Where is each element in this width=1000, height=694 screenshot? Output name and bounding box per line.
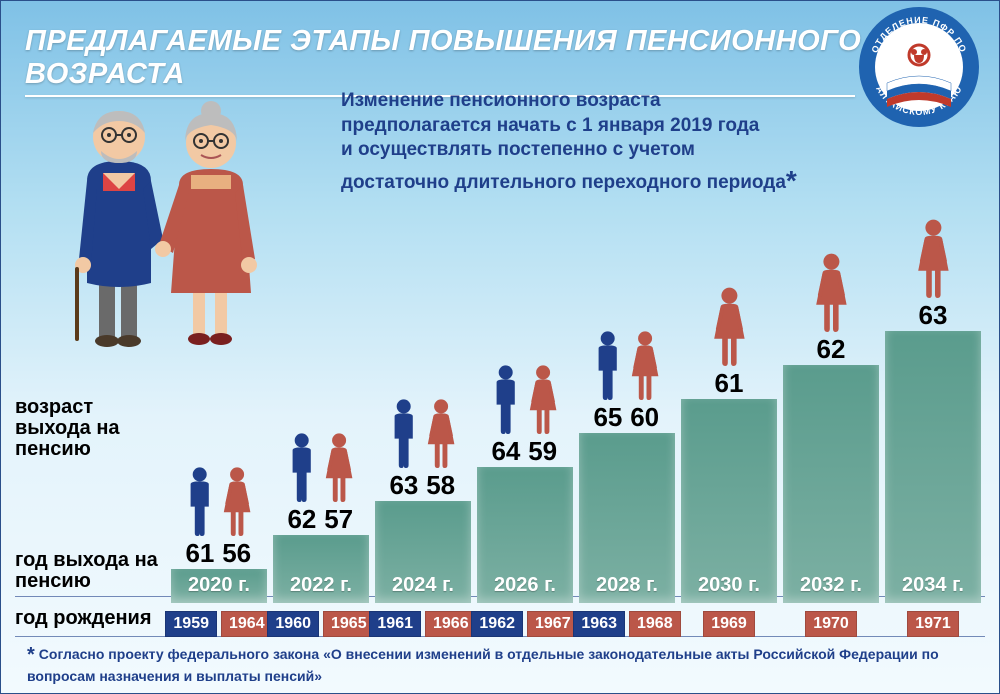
chart-column: 62 572022 г.19601965 (273, 535, 369, 637)
subtitle-l1: Изменение пенсионного возраста (341, 90, 661, 111)
birth-female: 1967 (527, 611, 579, 637)
age-icons: 65 60 (579, 330, 675, 433)
bar: 2022 г. (273, 535, 369, 603)
birth-female: 1970 (805, 611, 857, 637)
age-male: 64 (491, 436, 520, 467)
person-icon (323, 432, 355, 502)
bar: 2024 г. (375, 501, 471, 603)
retirement-year: 2022 г. (290, 574, 352, 597)
birth-male: 1959 (165, 611, 217, 637)
retirement-year: 2024 г. (392, 574, 454, 597)
bar: 2032 г. (783, 365, 879, 603)
birth-year-row: 19621967 (471, 611, 578, 637)
age-icons: 61 (681, 286, 777, 399)
retirement-year: 2032 г. (800, 574, 862, 597)
age-icons: 62 57 (273, 432, 369, 535)
person-icon (425, 398, 457, 468)
bar: 2028 г. (579, 433, 675, 603)
birth-male: 1963 (573, 611, 625, 637)
birth-female: 1968 (629, 611, 681, 637)
age-female: 57 (323, 504, 355, 535)
person-icon (593, 330, 622, 400)
retirement-year: 2034 г. (902, 574, 964, 597)
retirement-year: 2020 г. (188, 574, 250, 597)
birth-female: 1969 (703, 611, 755, 637)
age-female: 56 (221, 538, 253, 569)
age-female: 59 (527, 436, 559, 467)
age-female: 63 (915, 300, 952, 331)
person-icon (527, 364, 559, 434)
footnote-text: Согласно проекту федерального закона «О … (27, 646, 939, 684)
birth-year-row: 1969 (703, 611, 755, 637)
chart-column: 61 562020 г.19591964 (171, 569, 267, 637)
birth-male: 1960 (267, 611, 319, 637)
birth-male: 1961 (369, 611, 421, 637)
person-icon (813, 252, 850, 332)
birth-year-row: 1971 (907, 611, 959, 637)
age-icons: 63 (885, 218, 981, 331)
row-labels: возраст выхода на пенсию год выхода на п… (15, 397, 167, 629)
person-icon (185, 466, 214, 536)
retirement-year: 2030 г. (698, 574, 760, 597)
infographic-canvas: ПРЕДЛАГАЕМЫЕ ЭТАПЫ ПОВЫШЕНИЯ ПЕНСИОННОГО… (0, 0, 1000, 694)
label-birth-year: год рождения (15, 608, 167, 629)
birth-male: 1962 (471, 611, 523, 637)
age-icons: 64 59 (477, 364, 573, 467)
label-retirement-age: возраст выхода на пенсию (15, 397, 167, 460)
birth-female: 1971 (907, 611, 959, 637)
birth-female: 1964 (221, 611, 273, 637)
birth-year-row: 1970 (805, 611, 857, 637)
bar-chart: 61 562020 г.19591964 62 572022 г.1960196… (171, 177, 987, 637)
age-male: 65 (593, 402, 622, 433)
person-icon (915, 218, 952, 298)
person-icon (389, 398, 418, 468)
retirement-year: 2028 г. (596, 574, 658, 597)
age-icons: 61 56 (171, 466, 267, 569)
chart-column: 63 582024 г.19611966 (375, 501, 471, 637)
birth-female: 1966 (425, 611, 477, 637)
person-icon (491, 364, 520, 434)
person-icon (629, 330, 661, 400)
subtitle-l3: и осуществлять постепенно с учетом (341, 139, 695, 160)
age-icons: 62 (783, 252, 879, 365)
person-icon (221, 466, 253, 536)
bar: 2030 г. (681, 399, 777, 603)
age-female: 60 (629, 402, 661, 433)
person-icon (287, 432, 316, 502)
bar: 2034 г. (885, 331, 981, 603)
bar: 2020 г. (171, 569, 267, 603)
age-male: 62 (287, 504, 316, 535)
subtitle-l2: предполагается начать с 1 января 2019 го… (341, 115, 759, 136)
label-retirement-year: год выхода на пенсию (15, 550, 167, 592)
age-icons: 63 58 (375, 398, 471, 501)
chart-column: 64 592026 г.19621967 (477, 467, 573, 637)
birth-female: 1965 (323, 611, 375, 637)
birth-year-row: 19611966 (369, 611, 476, 637)
birth-year-row: 19631968 (573, 611, 680, 637)
age-female: 62 (813, 334, 850, 365)
retirement-year: 2026 г. (494, 574, 556, 597)
age-male: 61 (185, 538, 214, 569)
footnote: *Согласно проекту федерального закона «О… (27, 643, 973, 686)
bar: 2026 г. (477, 467, 573, 603)
chart-column: 612030 г.1969 (681, 399, 777, 637)
chart-column: 622032 г.1970 (783, 365, 879, 637)
birth-year-row: 19601965 (267, 611, 374, 637)
chart-column: 65 602028 г.19631968 (579, 433, 675, 637)
person-icon (711, 286, 748, 366)
birth-year-row: 19591964 (165, 611, 272, 637)
chart-column: 632034 г.1971 (885, 331, 981, 637)
age-female: 58 (425, 470, 457, 501)
age-male: 63 (389, 470, 418, 501)
age-female: 61 (711, 368, 748, 399)
page-title: ПРЕДЛАГАЕМЫЕ ЭТАПЫ ПОВЫШЕНИЯ ПЕНСИОННОГО… (25, 25, 975, 91)
